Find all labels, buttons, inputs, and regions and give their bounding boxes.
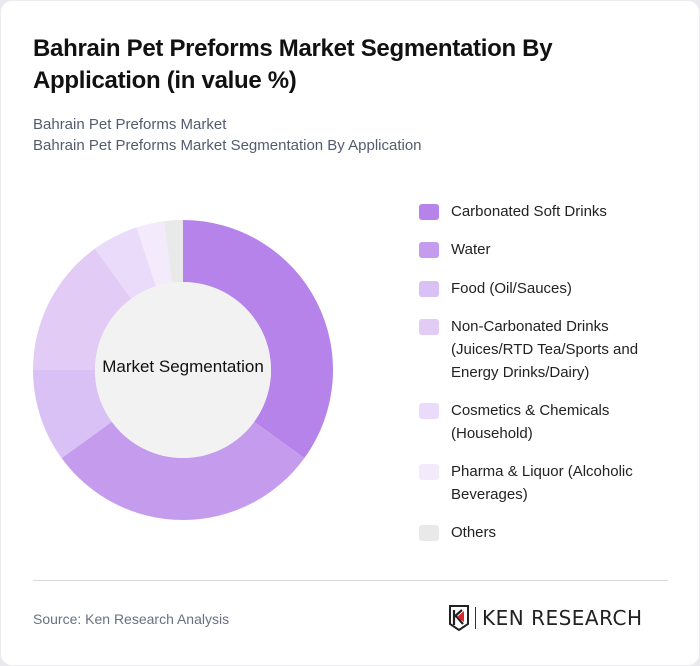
donut-slice [33,248,132,370]
legend-swatch [419,403,439,419]
legend-label: Non-Carbonated Drinks (Juices/RTD Tea/Sp… [451,318,639,381]
legend: Carbonated Soft Drinks Water Food (Oil/S… [419,200,669,551]
legend-swatch [419,242,439,258]
legend-swatch [419,281,439,297]
donut-slice [61,421,305,520]
legend-item-food: Food (Oil/Sauces) [419,277,669,315]
legend-item-pharma-liquor: Pharma & Liquor (Alcoholic Beverages) [419,460,669,521]
source-note: Source: Ken Research Analysis [33,611,230,627]
logo-text: KEN RESEARCH [482,606,643,630]
legend-swatch [419,319,439,335]
donut-slice [33,370,112,459]
donut-hole [95,282,271,458]
ken-research-logo: KEN RESEARCH [448,604,643,632]
legend-label: Others [451,524,497,541]
logo-divider [475,607,476,629]
legend-item-non-carbonated-drinks: Non-Carbonated Drinks (Juices/RTD Tea/Sp… [419,315,669,399]
legend-swatch [419,464,439,480]
donut-center-label: Market Segmentation [102,357,264,376]
chart-title: Bahrain Pet Preforms Market Segmentation… [33,35,553,94]
legend-label: Water [451,241,491,258]
donut-slice [136,221,172,287]
legend-label: Cosmetics & Chemicals (Household) [451,402,610,442]
chart-subtitle: Bahrain Pet Preforms Market Bahrain Pet … [33,114,653,156]
ken-logo-shield-icon [449,605,469,631]
legend-item-others: Others [419,521,669,551]
subtitle-line-2: Bahrain Pet Preforms Market Segmentation… [33,137,422,154]
donut-slice [183,220,333,459]
legend-label: Pharma & Liquor (Alcoholic Beverages) [451,463,633,503]
legend-item-carbonated-soft-drinks: Carbonated Soft Drinks [419,200,669,238]
legend-swatch [419,525,439,541]
subtitle-line-1: Bahrain Pet Preforms Market [33,116,227,133]
footer-divider [33,580,668,581]
legend-label: Carbonated Soft Drinks [451,203,607,220]
donut-chart [33,220,333,520]
legend-item-cosmetics-chemicals: Cosmetics & Chemicals (Household) [419,399,669,460]
legend-item-water: Water [419,238,669,277]
legend-label: Food (Oil/Sauces) [451,280,572,297]
donut-svg [33,220,333,520]
donut-slice [164,220,183,283]
legend-swatch [419,204,439,220]
donut-slice [94,227,156,299]
